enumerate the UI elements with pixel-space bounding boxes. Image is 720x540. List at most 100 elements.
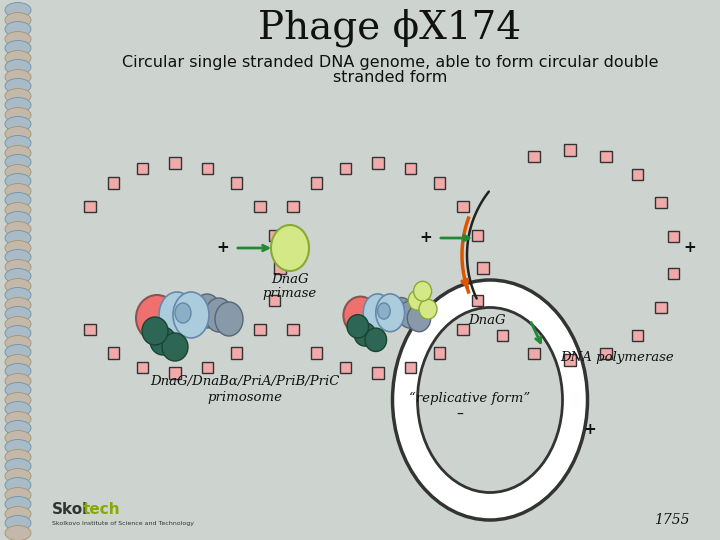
Ellipse shape: [5, 316, 31, 332]
Ellipse shape: [5, 458, 31, 474]
Ellipse shape: [5, 440, 31, 455]
Ellipse shape: [173, 292, 209, 338]
Ellipse shape: [5, 335, 31, 350]
Text: +: +: [217, 240, 230, 255]
Ellipse shape: [390, 298, 413, 325]
Ellipse shape: [5, 507, 31, 522]
Text: +: +: [420, 231, 433, 246]
Ellipse shape: [398, 301, 422, 328]
Ellipse shape: [408, 291, 426, 310]
Ellipse shape: [5, 430, 31, 445]
Ellipse shape: [162, 333, 188, 361]
Ellipse shape: [377, 303, 390, 319]
Ellipse shape: [413, 281, 431, 301]
Ellipse shape: [5, 393, 31, 408]
Text: DnaG/DnaBα/PriA/PriB/PriC: DnaG/DnaBα/PriA/PriB/PriC: [150, 375, 340, 388]
Ellipse shape: [5, 221, 31, 237]
Text: DNA polymerase: DNA polymerase: [560, 352, 674, 365]
Ellipse shape: [5, 421, 31, 435]
Ellipse shape: [215, 302, 243, 336]
Ellipse shape: [136, 295, 178, 341]
Ellipse shape: [343, 296, 377, 334]
Ellipse shape: [5, 40, 31, 56]
Ellipse shape: [205, 298, 233, 332]
Ellipse shape: [5, 516, 31, 530]
Text: –: –: [456, 408, 464, 422]
Ellipse shape: [175, 303, 191, 323]
Ellipse shape: [271, 225, 309, 271]
Ellipse shape: [5, 449, 31, 464]
Ellipse shape: [392, 280, 588, 520]
Text: Skolkovo Institute of Science and Technology: Skolkovo Institute of Science and Techno…: [52, 522, 194, 526]
Ellipse shape: [193, 294, 221, 328]
Ellipse shape: [5, 477, 31, 492]
Ellipse shape: [5, 154, 31, 170]
Ellipse shape: [363, 294, 392, 332]
Ellipse shape: [5, 192, 31, 207]
Text: +: +: [683, 240, 696, 255]
Text: stranded form: stranded form: [333, 71, 447, 85]
Ellipse shape: [5, 249, 31, 265]
Ellipse shape: [5, 107, 31, 123]
Text: primosome: primosome: [207, 392, 282, 404]
Ellipse shape: [5, 136, 31, 151]
Ellipse shape: [5, 117, 31, 132]
Ellipse shape: [5, 469, 31, 483]
Ellipse shape: [408, 305, 431, 332]
Text: +: +: [584, 422, 596, 437]
Ellipse shape: [5, 363, 31, 379]
Ellipse shape: [5, 326, 31, 341]
Ellipse shape: [5, 98, 31, 112]
Ellipse shape: [5, 165, 31, 179]
Ellipse shape: [5, 240, 31, 255]
Ellipse shape: [5, 126, 31, 141]
Ellipse shape: [5, 488, 31, 503]
Ellipse shape: [5, 78, 31, 93]
Ellipse shape: [142, 317, 168, 345]
Ellipse shape: [5, 31, 31, 46]
Ellipse shape: [5, 496, 31, 511]
Text: Circular single stranded DNA genome, able to form circular double: Circular single stranded DNA genome, abl…: [122, 55, 658, 70]
Text: 1755: 1755: [654, 513, 690, 527]
Ellipse shape: [5, 3, 31, 17]
Ellipse shape: [5, 345, 31, 360]
Text: DnaG: DnaG: [468, 314, 505, 327]
Ellipse shape: [5, 145, 31, 160]
Ellipse shape: [5, 70, 31, 84]
Text: Phage ϕX174: Phage ϕX174: [258, 9, 521, 47]
Ellipse shape: [5, 184, 31, 199]
Ellipse shape: [5, 59, 31, 75]
Ellipse shape: [419, 299, 437, 319]
Ellipse shape: [5, 354, 31, 369]
Ellipse shape: [5, 268, 31, 284]
Ellipse shape: [5, 298, 31, 313]
Ellipse shape: [365, 328, 387, 352]
Ellipse shape: [5, 12, 31, 28]
Ellipse shape: [5, 51, 31, 65]
Ellipse shape: [5, 402, 31, 416]
Text: “replicative form”: “replicative form”: [410, 392, 531, 404]
Text: DnaG: DnaG: [271, 273, 309, 286]
Ellipse shape: [5, 307, 31, 321]
Ellipse shape: [376, 294, 405, 332]
Ellipse shape: [5, 525, 31, 540]
Ellipse shape: [150, 327, 176, 355]
Ellipse shape: [5, 411, 31, 427]
Ellipse shape: [5, 173, 31, 188]
Ellipse shape: [5, 260, 31, 274]
Ellipse shape: [5, 22, 31, 37]
Ellipse shape: [5, 382, 31, 397]
Ellipse shape: [347, 315, 369, 338]
Ellipse shape: [5, 279, 31, 294]
Ellipse shape: [418, 307, 562, 492]
Ellipse shape: [5, 212, 31, 226]
Text: tech: tech: [83, 503, 121, 517]
Ellipse shape: [5, 202, 31, 218]
Ellipse shape: [5, 374, 31, 388]
Text: primase: primase: [263, 287, 317, 300]
Text: Skol: Skol: [52, 503, 89, 517]
Ellipse shape: [5, 231, 31, 246]
Ellipse shape: [5, 89, 31, 104]
Ellipse shape: [354, 323, 376, 346]
Ellipse shape: [5, 287, 31, 302]
